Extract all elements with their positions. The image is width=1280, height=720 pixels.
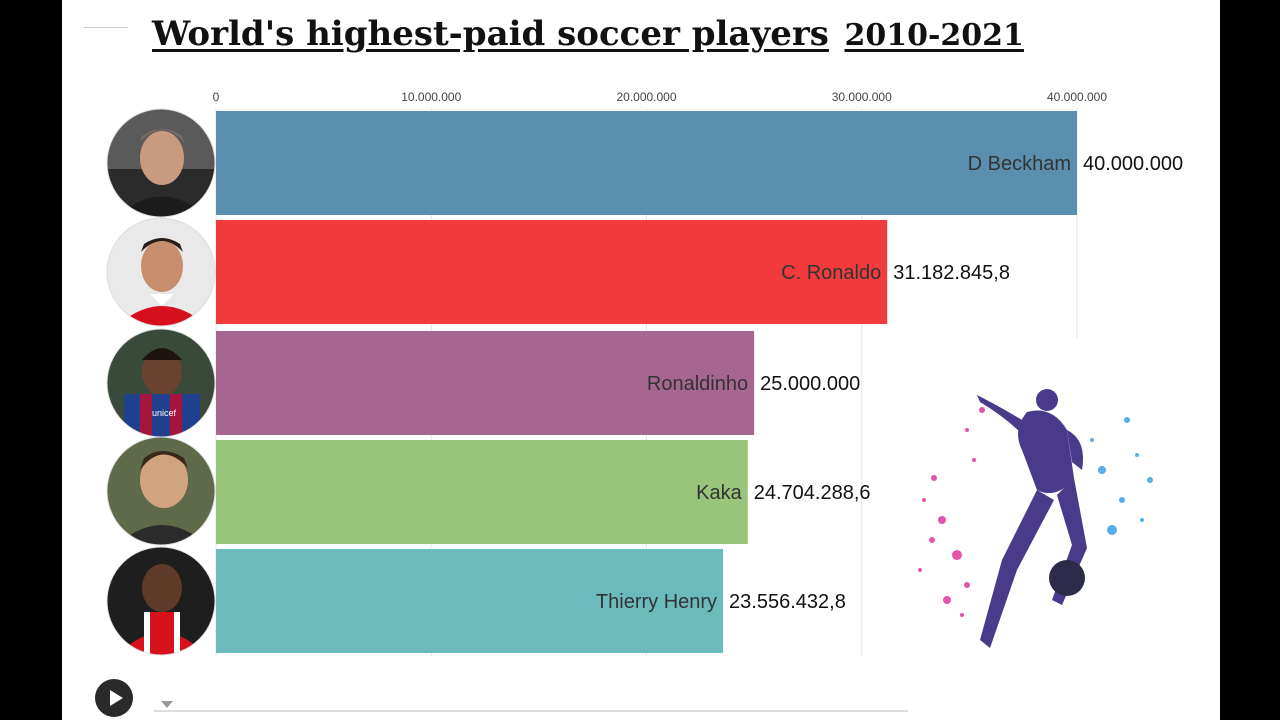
chart-stage: World's highest-paid soccer players 2010…: [62, 0, 1220, 720]
bar-name-label: Ronaldinho: [647, 373, 748, 395]
bar-chart: 0 10.000.000 20.000.000 30.000.000 40.000.00…: [106, 90, 1184, 668]
x-tick-label: 30.000.000: [832, 90, 892, 104]
play-button[interactable]: [95, 679, 133, 717]
x-tick-label: 40.000.000: [1047, 90, 1107, 104]
bars: D Beckham 40.000.000 C. Ronaldo 31.182.845,…: [216, 111, 1183, 653]
chart-title: World's highest-paid soccer players: [152, 14, 829, 54]
bar-name-label: D Beckham: [968, 153, 1071, 175]
bar: [216, 549, 724, 653]
x-axis-ticks: 0 10.000.000 20.000.000 30.000.000 40.000.00…: [213, 90, 1108, 104]
bar-value-label: 25.000.000: [760, 373, 860, 395]
bar: [216, 331, 755, 435]
title-block: World's highest-paid soccer players 2010…: [152, 14, 1024, 54]
bar-name-label: C. Ronaldo: [781, 262, 881, 284]
timeline-track[interactable]: [154, 710, 908, 712]
bar: [216, 440, 748, 544]
bar: [216, 220, 888, 324]
bar-name-label: Kaka: [696, 482, 742, 504]
bar-value-label: 23.556.432,8: [729, 591, 846, 613]
x-tick-label: 20.000.000: [616, 90, 676, 104]
c-ronaldo-photo-icon: [107, 218, 215, 326]
header-rule: [84, 27, 128, 28]
bar: [216, 111, 1077, 215]
bar-value-label: 40.000.000: [1083, 153, 1183, 175]
x-tick-label: 0: [213, 90, 220, 104]
timeline-handle[interactable]: [161, 701, 173, 708]
chart-subtitle-years: 2010-2021: [844, 18, 1024, 53]
bar-name-label: Thierry Henry: [596, 591, 717, 613]
soccer-player-splash-icon: [884, 338, 1184, 668]
player-photos: unicef: [107, 109, 215, 655]
bar-value-label: 31.182.845,8: [893, 262, 1010, 284]
d-beckham-photo-icon: [107, 109, 215, 217]
kaka-photo-icon: [107, 437, 215, 545]
photo-frames: [106, 108, 216, 656]
ronaldinho-photo-icon: unicef: [107, 329, 215, 437]
svg-text:unicef: unicef: [152, 408, 177, 418]
x-tick-label: 10.000.000: [401, 90, 461, 104]
thierry-henry-photo-icon: [107, 547, 215, 655]
bar-value-label: 24.704.288,6: [754, 482, 871, 504]
